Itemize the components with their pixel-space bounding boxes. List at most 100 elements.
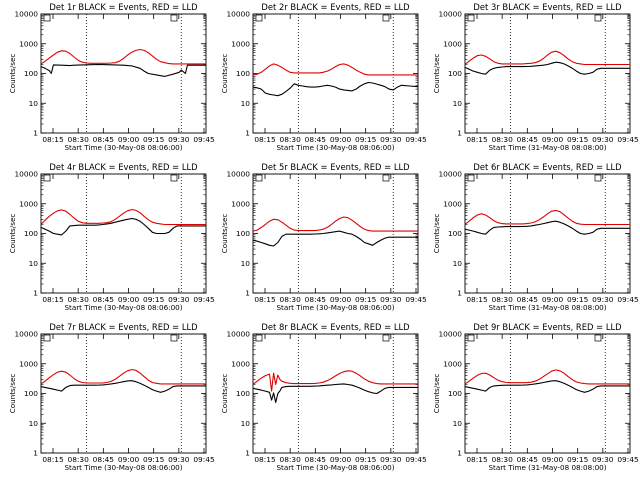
y-tick-label: 100 — [448, 229, 462, 238]
legend-marker — [170, 174, 178, 182]
y-tick-label: 10 — [453, 99, 463, 108]
x-tick-label: 08:15 — [254, 135, 276, 144]
y-tick-label: 1 — [33, 449, 38, 458]
plot-frame — [252, 173, 419, 294]
y-axis-label: Counts/sec — [8, 374, 17, 414]
chart-panel-2: Det 2r BLACK = Events, RED = LLD 1 10 100 10… — [220, 2, 427, 152]
legend-marker — [382, 174, 390, 182]
chart-panel-6: Det 6r BLACK = Events, RED = LLD 1 10 100 10… — [432, 162, 639, 312]
plot-frame — [464, 13, 631, 134]
x-tick-label: 09:00 — [542, 455, 564, 464]
y-tick-label: 10000 — [226, 10, 250, 19]
chart-panel-8: Det 8r BLACK = Events, RED = LLD 1 10 100 10… — [220, 322, 427, 472]
y-tick-label: 1 — [245, 289, 250, 298]
y-tick-label: 10000 — [14, 10, 38, 19]
x-tick-label: 09:30 — [380, 295, 402, 304]
x-tick-label: 09:45 — [193, 135, 215, 144]
y-axis-label: Counts/sec — [432, 54, 441, 94]
legend-marker — [43, 334, 51, 342]
y-tick-label: 1000 — [443, 359, 462, 368]
x-tick-label: 08:45 — [93, 455, 115, 464]
x-tick-label: 09:30 — [168, 455, 190, 464]
lld-series-line — [40, 368, 206, 385]
y-tick-label: 1 — [245, 449, 250, 458]
y-tick-label: 10000 — [226, 330, 250, 339]
chart-title: Det 2r BLACK = Events, RED = LLD — [261, 2, 409, 12]
x-tick-label: 08:15 — [42, 135, 64, 144]
y-tick-label: 10 — [453, 419, 463, 428]
chart-panel-1: Det 1r BLACK = Events, RED = LLD 1 10 100 10… — [8, 2, 215, 152]
x-tick-label: 08:30 — [68, 295, 90, 304]
x-tick-label: 09:15 — [567, 295, 589, 304]
chart-panel-5: Det 5r BLACK = Events, RED = LLD 1 10 100 10… — [220, 162, 427, 312]
x-tick-label: 09:15 — [355, 455, 377, 464]
legend-marker — [43, 14, 51, 22]
x-axis-label: Start Time (30-May-08 08:06:00) — [276, 303, 394, 312]
y-tick-label: 10000 — [14, 330, 38, 339]
y-axis-label: Counts/sec — [220, 54, 229, 94]
plot-frame — [40, 333, 207, 454]
y-tick-label: 1 — [33, 289, 38, 298]
lld-series-line — [252, 370, 418, 392]
legend-marker — [594, 14, 602, 22]
chart-panel-4: Det 4r BLACK = Events, RED = LLD 1 10 100 10… — [8, 162, 215, 312]
x-tick-label: 09:15 — [143, 295, 165, 304]
chart-title: Det 3r BLACK = Events, RED = LLD — [473, 2, 621, 12]
x-tick-label: 08:30 — [492, 455, 514, 464]
chart-panel-9: Det 9r BLACK = Events, RED = LLD 1 10 100 10… — [432, 322, 639, 472]
y-tick-label: 10000 — [14, 170, 38, 179]
x-tick-label: 08:45 — [93, 295, 115, 304]
chart-title: Det 7r BLACK = Events, RED = LLD — [49, 322, 197, 332]
x-tick-label: 08:45 — [517, 455, 539, 464]
x-tick-label: 09:00 — [330, 135, 352, 144]
x-tick-label: 08:15 — [466, 135, 488, 144]
legend-marker — [467, 14, 475, 22]
x-tick-label: 09:00 — [118, 135, 140, 144]
chart-title: Det 9r BLACK = Events, RED = LLD — [473, 322, 621, 332]
legend-marker — [594, 334, 602, 342]
y-tick-label: 100 — [24, 389, 38, 398]
legend-marker — [255, 334, 263, 342]
x-tick-label: 09:00 — [330, 455, 352, 464]
y-tick-label: 10 — [29, 99, 39, 108]
x-tick-label: 09:15 — [567, 455, 589, 464]
x-tick-label: 09:30 — [380, 455, 402, 464]
x-tick-label: 09:00 — [118, 295, 140, 304]
x-tick-label: 08:30 — [492, 135, 514, 144]
lld-series-line — [464, 209, 630, 226]
y-tick-label: 10 — [453, 259, 463, 268]
plot-frame — [40, 13, 207, 134]
y-tick-label: 100 — [448, 389, 462, 398]
x-axis-label: Start Time (31-May-08 08:08:00) — [488, 143, 606, 152]
x-axis-label: Start Time (31-May-08 08:08:00) — [488, 303, 606, 312]
x-axis-label: Start Time (30-May-08 08:06:00) — [64, 463, 182, 472]
y-tick-label: 10000 — [438, 10, 462, 19]
x-tick-label: 09:15 — [355, 295, 377, 304]
x-tick-label: 09:45 — [617, 135, 639, 144]
x-tick-label: 08:45 — [517, 295, 539, 304]
plot-frame — [252, 13, 419, 134]
y-axis-label: Counts/sec — [8, 54, 17, 94]
x-tick-label: 08:45 — [517, 135, 539, 144]
y-tick-label: 10 — [29, 419, 39, 428]
y-axis-label: Counts/sec — [8, 214, 17, 254]
chart-panel-3: Det 3r BLACK = Events, RED = LLD 1 10 100 10… — [432, 2, 639, 152]
x-tick-label: 08:15 — [42, 295, 64, 304]
legend-marker — [170, 334, 178, 342]
y-tick-label: 1000 — [19, 199, 38, 208]
chart-title: Det 1r BLACK = Events, RED = LLD — [49, 2, 197, 12]
x-axis-label: Start Time (30-May-08 08:06:00) — [64, 143, 182, 152]
x-tick-label: 09:00 — [330, 295, 352, 304]
x-tick-label: 09:45 — [405, 295, 427, 304]
x-tick-label: 09:15 — [143, 455, 165, 464]
x-tick-label: 08:45 — [305, 295, 327, 304]
chart-title: Det 5r BLACK = Events, RED = LLD — [261, 162, 409, 172]
y-tick-label: 1 — [33, 129, 38, 138]
y-tick-label: 1000 — [231, 199, 250, 208]
x-tick-label: 09:15 — [143, 135, 165, 144]
y-tick-label: 1000 — [19, 359, 38, 368]
y-tick-label: 10000 — [438, 170, 462, 179]
x-axis-label: Start Time (30-May-08 08:06:00) — [64, 303, 182, 312]
y-tick-label: 100 — [24, 229, 38, 238]
